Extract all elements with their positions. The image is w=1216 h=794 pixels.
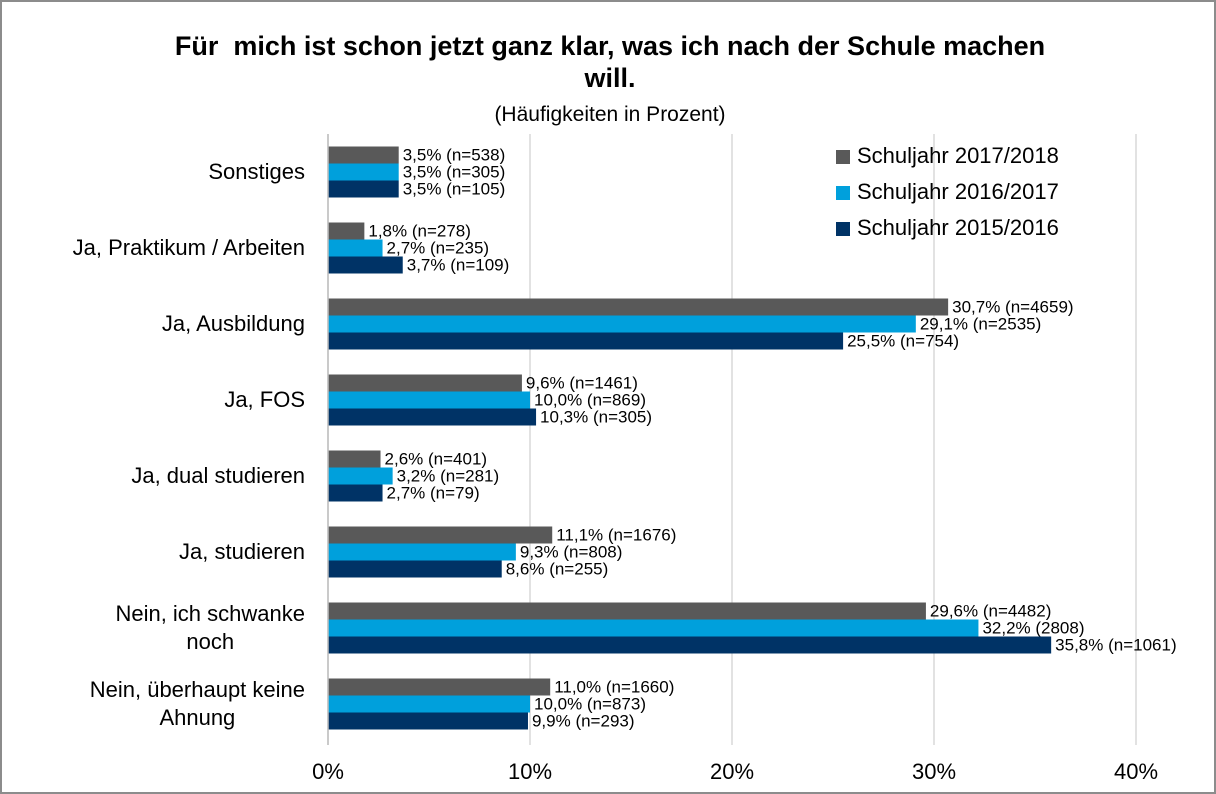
category-text: Ja, studieren [179, 539, 305, 564]
category-text: Ja, FOS [224, 387, 305, 412]
bar [328, 619, 979, 637]
data-label: 1,8% (n=278) [368, 221, 471, 240]
chart-title: Für mich ist schon jetzt ganz klar, was … [174, 31, 1053, 93]
bar [328, 602, 926, 620]
data-label: 9,9% (n=293) [532, 711, 635, 730]
bar [328, 180, 399, 198]
data-label: 25,5% (n=754) [847, 331, 959, 350]
y-tick-label: Nein, überhaupt keine Ahnung [5, 674, 305, 734]
data-label: 9,6% (n=1461) [526, 373, 638, 392]
data-label: 10,3% (n=305) [540, 407, 652, 426]
x-tick-label: 40% [1114, 759, 1158, 784]
data-label: 10,0% (n=869) [534, 390, 646, 409]
data-label: 3,5% (n=105) [403, 179, 506, 198]
legend-swatch [836, 222, 850, 236]
data-label: 11,0% (n=1660) [554, 677, 674, 696]
bar [328, 467, 393, 485]
data-label: 8,6% (n=255) [506, 559, 609, 578]
bar [328, 298, 949, 316]
bar [328, 526, 553, 544]
y-tick-label: Ja, dual studieren [5, 446, 305, 506]
data-label: 32,2% (2808) [982, 618, 1084, 637]
bar [328, 560, 502, 578]
data-label: 29,6% (n=4482) [930, 601, 1051, 620]
data-label: 29,1% (n=2535) [920, 314, 1041, 333]
legend-label: Schuljahr 2017/2018 [857, 143, 1059, 168]
data-label: 30,7% (n=4659) [952, 297, 1073, 316]
data-label: 10,0% (n=873) [534, 694, 646, 713]
chart-subtitle: (Häufigkeiten in Prozent) [494, 103, 726, 126]
category-text: Nein, überhaupt keine Ahnung [89, 677, 305, 730]
bar [328, 450, 381, 468]
bar [328, 163, 399, 181]
bar [328, 374, 522, 392]
y-tick-label: Sonstiges [5, 142, 305, 202]
data-label: 35,8% (n=1061) [1055, 635, 1176, 654]
legend-swatch [836, 150, 850, 164]
data-label: 2,6% (n=401) [385, 449, 488, 468]
category-text: Ja, Ausbildung [161, 311, 305, 336]
data-label: 11,1% (n=1676) [556, 525, 676, 544]
bar [328, 543, 516, 561]
bar [328, 315, 916, 333]
legend-label: Schuljahr 2015/2016 [857, 215, 1059, 240]
legend-label: Schuljahr 2016/2017 [857, 179, 1059, 204]
bar [328, 678, 551, 696]
bar [328, 408, 537, 426]
data-label: 3,5% (n=305) [403, 162, 506, 181]
y-tick-label: Ja, Ausbildung [5, 294, 305, 354]
y-tick-label: Nein, ich schwanke noch [5, 598, 305, 658]
bar [328, 636, 1052, 654]
y-tick-label: Ja, FOS [5, 370, 305, 430]
x-tick-label: 10% [508, 759, 552, 784]
bar [328, 256, 403, 274]
data-label: 3,7% (n=109) [407, 255, 510, 274]
bar [328, 695, 530, 713]
category-text: Ja, Praktikum / Arbeiten [72, 235, 305, 260]
bar [328, 239, 383, 257]
bar [328, 332, 844, 350]
bar [328, 222, 365, 240]
data-label: 3,5% (n=538) [403, 145, 506, 164]
data-label: 9,3% (n=808) [520, 542, 623, 561]
bar [328, 391, 530, 409]
legend-swatch [836, 186, 850, 200]
category-text: Ja, dual studieren [131, 463, 305, 488]
x-tick-label: 20% [710, 759, 754, 784]
bar [328, 712, 528, 730]
x-tick-label: 0% [312, 759, 344, 784]
x-tick-label: 30% [912, 759, 956, 784]
y-tick-label: Ja, Praktikum / Arbeiten [5, 218, 305, 278]
data-label: 2,7% (n=235) [387, 238, 490, 257]
y-tick-label: Ja, studieren [5, 522, 305, 582]
category-text: Sonstiges [208, 159, 305, 184]
data-label: 3,2% (n=281) [397, 466, 500, 485]
category-text: Nein, ich schwanke noch [115, 601, 305, 654]
bar [328, 146, 399, 164]
bar [328, 484, 383, 502]
data-label: 2,7% (n=79) [387, 483, 480, 502]
